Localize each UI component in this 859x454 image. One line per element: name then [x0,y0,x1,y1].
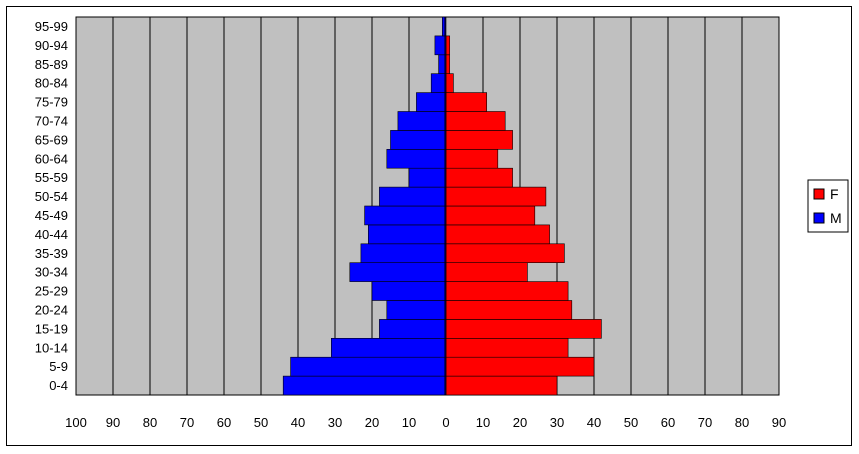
bar-m-40-44 [367,224,447,245]
bar-f-30-34 [445,262,528,282]
y-tick-label: 60-64 [35,151,68,166]
bar-f-80-84 [445,73,454,93]
x-tick-label: 60 [217,415,231,430]
bar-f-70-74 [445,111,506,131]
bar-f-60-64 [445,149,499,169]
bar-f-65-69 [445,130,513,150]
bar-m-90-94 [434,35,447,56]
bar-f-5-9 [445,356,595,377]
x-tick-label: 90 [106,415,120,430]
y-tick-label: 90-94 [35,38,68,53]
bar-f-85-89 [445,54,450,74]
bar-m-5-9 [290,356,447,377]
x-tick-label: 30 [328,415,342,430]
bar-f-25-29 [445,281,569,301]
y-tick-label: 15-19 [35,321,68,336]
bar-m-75-79 [416,92,447,112]
x-tick-labels: 100 90 80 70 60 50 40 30 20 10 0 10 20 30 40 50 60 70 80 90 [65,415,786,430]
bar-m-60-64 [386,149,447,169]
bar-m-10-14 [330,337,447,358]
y-tick-label: 45-49 [35,208,68,223]
x-tick-label: 80 [143,415,157,430]
y-tick-labels: 0-4 5-9 10-14 15-19 20-24 25-29 30-34 35-39 40-4… [35,19,68,393]
legend-swatch-m [813,212,825,224]
bar-f-40-44 [445,224,550,245]
y-tick-label: 40-44 [35,227,68,242]
x-tick-label: 10 [402,415,416,430]
x-tick-label: 90 [772,415,786,430]
bar-m-0-4 [282,375,447,396]
y-tick-label: 85-89 [35,57,68,72]
y-tick-label: 5-9 [49,359,68,374]
y-tick-label: 75-79 [35,95,68,110]
y-tick-label: 0-4 [49,378,68,393]
bar-m-50-54 [379,186,447,207]
bar-m-35-39 [360,243,447,264]
bar-f-55-59 [445,167,513,188]
y-tick-label: 35-39 [35,246,68,261]
x-tick-label: 30 [550,415,564,430]
bar-f-20-24 [445,300,573,320]
x-tick-label: 0 [442,415,449,430]
bar-m-15-19 [379,319,447,339]
y-tick-label: 10-14 [35,340,68,355]
x-tick-label: 10 [476,415,490,430]
legend-label-m: M [830,210,842,226]
bar-m-20-24 [386,300,447,320]
y-tick-label: 50-54 [35,189,68,204]
legend-label-f: F [830,186,839,202]
y-tick-label: 20-24 [35,302,68,317]
bar-m-25-29 [371,281,447,301]
bar-f-10-14 [445,337,569,358]
bar-f-35-39 [445,243,565,264]
bar-f-15-19 [445,319,602,339]
x-tick-label: 70 [180,415,194,430]
x-tick-label: 20 [513,415,527,430]
y-tick-label: 30-34 [35,265,68,280]
y-tick-label: 70-74 [35,113,68,128]
bar-m-70-74 [397,111,447,131]
bar-f-90-94 [445,35,450,56]
x-tick-label: 100 [65,415,87,430]
x-tick-label: 40 [587,415,601,430]
legend: F M [807,179,849,233]
y-tick-label: 80-84 [35,76,68,91]
y-tick-label: 55-59 [35,170,68,185]
bar-m-45-49 [364,205,447,226]
bar-f-45-49 [445,205,536,226]
y-tick-label: 95-99 [35,19,68,34]
bars [282,16,602,396]
x-tick-label: 50 [254,415,268,430]
x-tick-label: 50 [624,415,638,430]
bar-m-55-59 [408,167,447,188]
bar-m-30-34 [349,262,447,282]
x-tick-label: 80 [735,415,749,430]
x-tick-label: 40 [291,415,305,430]
y-tick-label: 25-29 [35,284,68,299]
x-tick-label: 70 [698,415,712,430]
bar-f-75-79 [445,92,488,112]
bar-f-0-4 [445,375,558,396]
legend-swatch-f [813,188,825,200]
legend-box [807,179,849,233]
bar-f-50-54 [445,186,547,207]
x-tick-label: 60 [661,415,675,430]
bar-m-65-69 [390,130,447,150]
bar-m-80-84 [430,73,447,93]
x-tick-label: 20 [365,415,379,430]
y-tick-label: 65-69 [35,132,68,147]
bar-m-95-99 [441,16,447,37]
